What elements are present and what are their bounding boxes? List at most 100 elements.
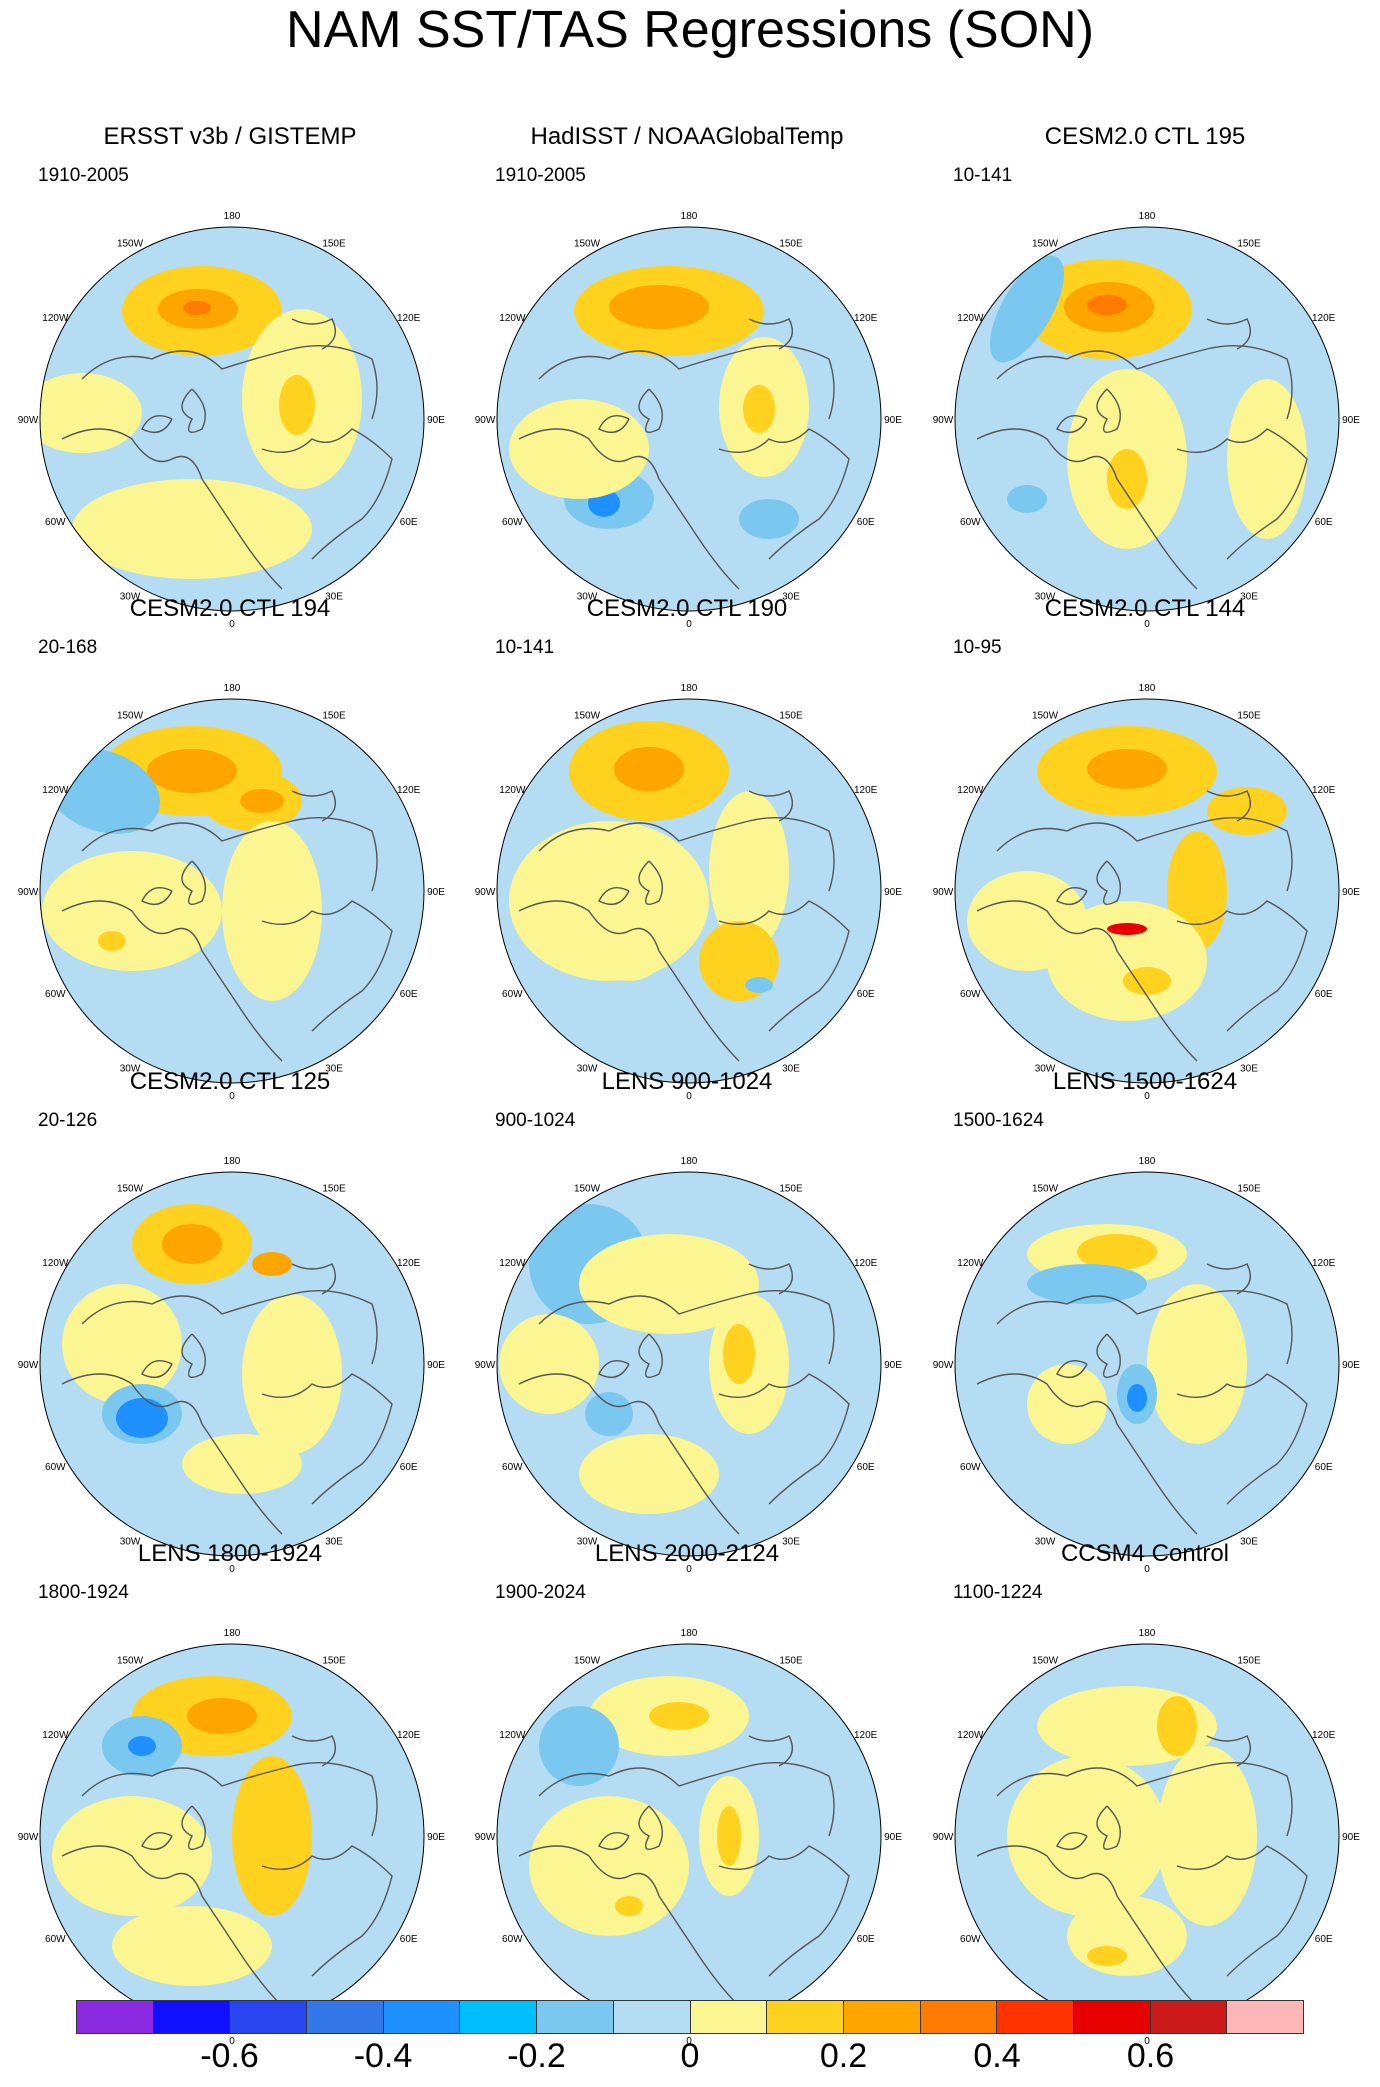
longitude-label: 30E	[1240, 592, 1258, 603]
longitude-label: 60E	[1315, 989, 1333, 1000]
coastline	[976, 1373, 1198, 1535]
anomaly-region	[162, 1224, 222, 1264]
longitude-label: 150E	[322, 1655, 346, 1666]
anomaly-region	[1127, 1384, 1147, 1412]
anomaly-region	[1107, 449, 1147, 509]
longitude-label: 120W	[957, 313, 984, 324]
coastline	[81, 1762, 378, 1837]
panel-title: CCSM4 Control	[1060, 1540, 1230, 1567]
anomaly-region	[599, 941, 659, 981]
longitude-label: 30E	[1240, 1064, 1258, 1075]
longitude-label: 0	[229, 1564, 235, 1575]
coastline	[81, 1290, 378, 1365]
longitude-label: 30E	[1240, 1537, 1258, 1548]
anomaly-region	[723, 1324, 755, 1384]
longitude-label: 60W	[502, 517, 523, 528]
panel-title: LENS 900-1024	[601, 1068, 773, 1095]
map-panel: 180 150E 120E 90E 60E 30E 0 30W 60W 90W 120W 150W CE…	[915, 75, 1375, 630]
map-border	[496, 226, 882, 612]
anomaly-region	[529, 1796, 689, 1936]
longitude-label: 150E	[779, 238, 803, 249]
coastline	[1056, 887, 1088, 905]
panel-years: 10-95	[953, 637, 1002, 658]
longitude-label: 60E	[400, 1934, 418, 1945]
longitude-label: 0	[686, 1564, 692, 1575]
coastline	[1206, 790, 1251, 822]
anomaly-region	[585, 1392, 633, 1436]
anomaly-region	[1087, 1946, 1127, 1966]
longitude-label: 150E	[1237, 1183, 1261, 1194]
longitude-label: 180	[1139, 211, 1156, 222]
coastline	[538, 1290, 835, 1365]
longitude-label: 60E	[400, 1462, 418, 1473]
coastline	[538, 817, 835, 892]
longitude-label: 90W	[18, 887, 39, 898]
longitude-label: 90W	[475, 415, 496, 426]
longitude-label: 180	[1139, 1628, 1156, 1639]
longitude-label: 90E	[884, 1832, 902, 1843]
longitude-label: 120W	[499, 785, 526, 796]
longitude-label: 0	[229, 1091, 235, 1102]
longitude-label: 90E	[884, 1360, 902, 1371]
anomaly-region	[1077, 1234, 1157, 1270]
panel-title: CESM2.0 CTL 195	[1044, 123, 1246, 150]
colorbar-box	[77, 2001, 154, 2033]
longitude-label: 90E	[1342, 1360, 1360, 1371]
coastline	[598, 887, 630, 905]
coastline	[1096, 1805, 1121, 1850]
figure-title: NAM SST/TAS Regressions (SON)	[285, 1, 1095, 59]
anomaly-region	[1067, 1896, 1187, 1976]
coastline	[141, 415, 173, 433]
coastline	[996, 1290, 1293, 1365]
anomaly-region	[1027, 1264, 1147, 1304]
longitude-label: 180	[681, 211, 698, 222]
longitude-label: 90E	[884, 415, 902, 426]
longitude-label: 180	[681, 683, 698, 694]
anomaly-region	[743, 385, 775, 433]
map-panel: 180 150E 120E 90E 60E 30E 0 30W 60W 90W 120W 150W LE…	[457, 1020, 917, 1575]
coastline	[81, 345, 378, 420]
longitude-label: 150E	[1237, 710, 1261, 721]
longitude-label: 150E	[322, 238, 346, 249]
anomaly-region	[1207, 787, 1287, 835]
coastline	[261, 1845, 393, 1977]
longitude-label: 120W	[499, 1258, 526, 1269]
longitude-label: 150W	[574, 1655, 601, 1666]
longitude-label: 150E	[779, 710, 803, 721]
longitude-label: 0	[1144, 1091, 1150, 1102]
panel-years: 900-1024	[495, 1110, 576, 1131]
longitude-label: 30E	[325, 592, 343, 603]
colorbar-box	[537, 2001, 614, 2033]
longitude-label: 30W	[120, 1537, 141, 1548]
longitude-label: 90E	[1342, 1832, 1360, 1843]
anomaly-region	[182, 1434, 302, 1494]
longitude-label: 0	[686, 2036, 692, 2047]
longitude-label: 150W	[1032, 710, 1059, 721]
anomaly-region	[499, 1314, 599, 1414]
longitude-label: 120E	[397, 1730, 421, 1741]
panel-years: 1910-2005	[38, 165, 129, 186]
colorbar-box	[843, 2001, 921, 2033]
panel-years: 1800-1924	[38, 1582, 129, 1603]
longitude-label: 60W	[502, 989, 523, 1000]
coastline	[996, 345, 1293, 420]
longitude-label: 150W	[117, 710, 144, 721]
longitude-label: 180	[224, 683, 241, 694]
longitude-label: 150E	[1237, 1655, 1261, 1666]
longitude-label: 90W	[933, 1832, 954, 1843]
longitude-label: 120E	[397, 785, 421, 796]
longitude-label: 150W	[1032, 1655, 1059, 1666]
longitude-label: 0	[229, 619, 235, 630]
anomaly-region	[509, 399, 649, 499]
longitude-label: 30E	[325, 1064, 343, 1075]
coastline	[1096, 1333, 1121, 1378]
anomaly-region	[579, 1434, 719, 1514]
panel-years: 1100-1224	[953, 1582, 1043, 1603]
anomaly-region	[509, 821, 709, 981]
colorbar-tick-label: 0.2	[819, 2037, 868, 2075]
longitude-label: 0	[686, 619, 692, 630]
